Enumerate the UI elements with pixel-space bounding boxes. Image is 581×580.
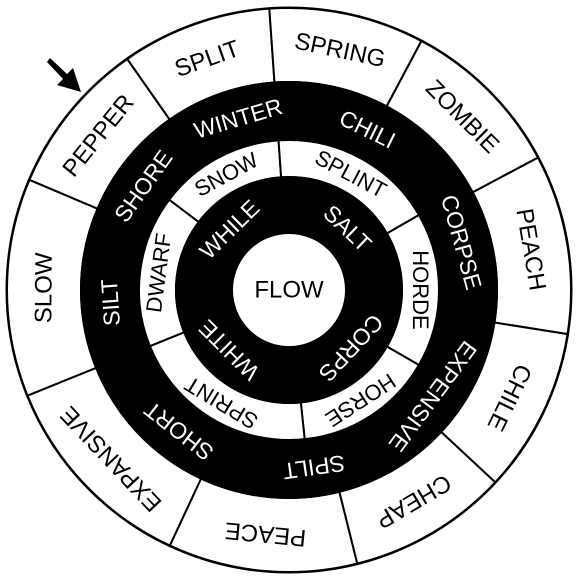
second-ring-word: HORDE: [408, 250, 433, 329]
center-word: FLOW: [254, 277, 324, 304]
outer-ring-word: SLOW: [30, 252, 58, 323]
third-ring-word: SILT: [96, 278, 125, 327]
start-arrow-icon: [47, 58, 81, 92]
ring-segments: [6, 7, 572, 573]
center-circle: [231, 232, 347, 348]
